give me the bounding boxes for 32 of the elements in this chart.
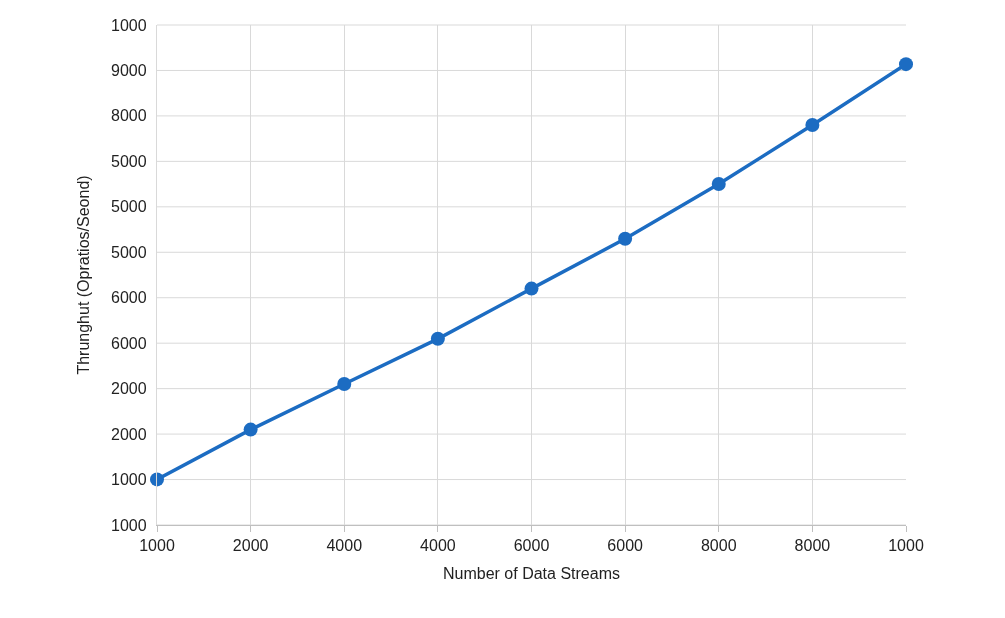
x-tick-label: 1000	[139, 537, 175, 555]
text: 9000	[111, 62, 147, 79]
x-tick-label: 6000	[513, 537, 550, 555]
x-tick-label: 4000	[420, 537, 456, 555]
x-tick-label: 4000	[326, 537, 363, 555]
point	[711, 176, 726, 191]
x-tick-label: 1000	[888, 537, 924, 555]
text: 1000	[111, 471, 147, 488]
text: 8000	[111, 107, 147, 124]
point	[805, 118, 820, 132]
text: 6000	[111, 289, 147, 306]
x-tick-label: 2000	[232, 537, 269, 555]
text: 2000	[111, 380, 147, 397]
text: 1000	[111, 517, 147, 534]
point	[243, 422, 258, 437]
text: 5000	[111, 244, 147, 261]
text: 6000	[111, 335, 147, 352]
x-tick-label: 8000	[794, 537, 831, 555]
point	[899, 57, 913, 72]
x-tick-label: 6000	[607, 537, 644, 555]
point	[618, 231, 633, 246]
y-axis-title: Thrunghut (Opratios/Seond)	[74, 175, 92, 375]
x-axis-title: Number of Data Streams	[443, 564, 620, 582]
text: 2000	[111, 426, 147, 443]
x-tick-label: 8000	[700, 537, 737, 555]
point	[150, 472, 164, 487]
text: 1000	[111, 17, 147, 34]
point	[430, 331, 445, 346]
point	[524, 281, 539, 296]
text: 5000	[111, 153, 147, 170]
text: 5000	[111, 198, 147, 215]
point	[337, 376, 352, 391]
